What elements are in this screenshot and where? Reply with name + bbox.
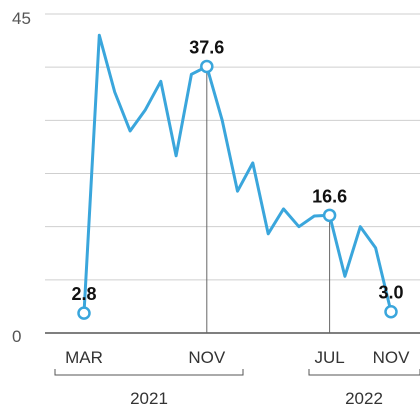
data-point-markers <box>77 59 398 320</box>
data-label: 37.6 <box>189 37 224 57</box>
year-label-2022: 2022 <box>345 389 383 408</box>
year-bracket-2021 <box>54 369 244 376</box>
data-point-marker <box>77 306 91 320</box>
year-label-2021: 2021 <box>130 389 168 408</box>
annotation-drop-lines <box>206 66 331 333</box>
y-tick-label-max: 45 <box>12 9 31 28</box>
x-tick-label: NOV <box>188 348 226 367</box>
x-tick-label: JUL <box>314 348 344 367</box>
data-label: 2.8 <box>71 284 96 304</box>
data-label: 3.0 <box>378 283 403 303</box>
data-point-marker <box>384 304 398 319</box>
data-labels: 2.8 37.6 16.6 3.0 <box>71 37 403 304</box>
x-axis: MAR NOV JUL NOV 2021 2022 <box>54 348 420 408</box>
data-point-marker <box>322 208 337 223</box>
y-tick-label-min: 0 <box>12 327 21 346</box>
data-label: 16.6 <box>312 186 347 206</box>
x-tick-label: MAR <box>65 348 103 367</box>
data-point-marker <box>200 59 214 74</box>
x-tick-label: NOV <box>373 348 411 367</box>
series-line <box>82 33 393 315</box>
year-bracket-2022 <box>308 369 420 376</box>
